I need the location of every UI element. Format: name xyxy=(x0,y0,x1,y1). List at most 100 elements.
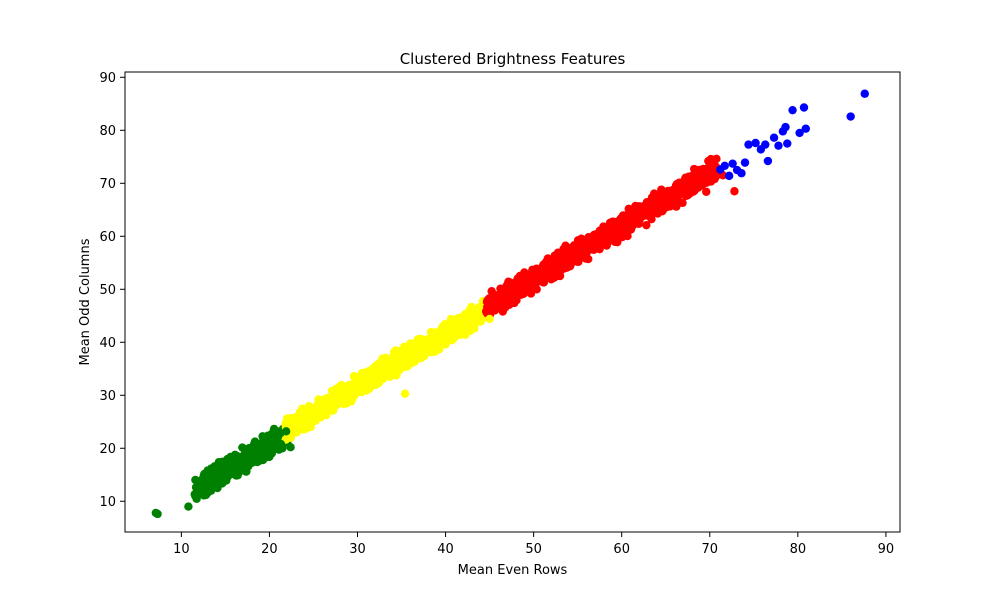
cluster-2-point xyxy=(653,197,662,206)
cluster-3-point xyxy=(795,128,804,138)
cluster-1-point xyxy=(451,322,460,331)
cluster-1-point xyxy=(442,322,452,331)
cluster-1-point xyxy=(306,415,315,424)
cluster-2-point xyxy=(712,154,721,164)
y-tick-label: 10 xyxy=(99,495,116,510)
cluster-3-point xyxy=(788,105,797,115)
cluster-2-point xyxy=(569,241,579,250)
cluster-0-point xyxy=(260,438,270,448)
cluster-0-point xyxy=(194,483,204,493)
cluster-2-point xyxy=(554,262,563,271)
x-tick-label: 90 xyxy=(878,542,895,557)
cluster-1-point xyxy=(299,413,308,422)
cluster-0-point xyxy=(271,431,280,440)
cluster-1-point xyxy=(349,371,359,381)
cluster-2-point xyxy=(605,222,615,231)
cluster-2-point xyxy=(702,187,711,196)
cluster-1-point xyxy=(328,390,338,399)
cluster-2-point xyxy=(487,286,496,296)
cluster-3-point xyxy=(763,156,773,166)
cluster-0-point xyxy=(205,474,214,484)
cluster-0-point xyxy=(281,427,291,436)
cluster-1-point xyxy=(389,349,399,358)
cluster-1-point xyxy=(400,389,410,398)
cluster-2-point xyxy=(646,209,656,218)
cluster-3-point xyxy=(744,140,753,149)
cluster-2-point xyxy=(560,244,569,254)
cluster-1-point xyxy=(436,326,445,335)
cluster-2-point xyxy=(498,307,508,316)
cluster-1-point xyxy=(362,386,371,395)
cluster-1-point xyxy=(474,303,484,312)
cluster-0-point xyxy=(244,462,253,471)
cluster-0-point xyxy=(228,461,237,470)
cluster-2-point xyxy=(556,252,565,261)
points-layer xyxy=(151,89,869,519)
cluster-1-point xyxy=(385,372,395,381)
x-tick-label: 50 xyxy=(525,542,542,557)
cluster-2-point xyxy=(523,277,532,286)
x-tick-label: 40 xyxy=(437,542,454,557)
cluster-1-point xyxy=(381,353,390,363)
x-tick-label: 10 xyxy=(173,542,190,557)
cluster-2-point xyxy=(579,244,588,253)
cluster-3-point xyxy=(720,161,729,170)
cluster-2-point xyxy=(539,278,549,287)
x-tick-label: 70 xyxy=(701,542,718,557)
cluster-2-point xyxy=(511,277,521,287)
cluster-1-point xyxy=(441,340,450,349)
cluster-1-point xyxy=(402,358,411,367)
x-axis: 10 20 30 40 50 60 70 80 90 xyxy=(173,532,894,557)
y-tick-label: 70 xyxy=(99,177,116,192)
cluster-2-point xyxy=(707,175,716,184)
cluster-3-point xyxy=(774,141,783,150)
cluster-1-point xyxy=(440,332,450,341)
cluster-2-point xyxy=(589,238,598,248)
cluster-2-point xyxy=(644,198,653,207)
cluster-0-point xyxy=(206,464,216,473)
cluster-3-point xyxy=(728,159,737,168)
cluster-2-point xyxy=(615,227,625,237)
cluster-0-point xyxy=(215,467,224,476)
cluster-1-point xyxy=(282,414,292,423)
cluster-2-point xyxy=(671,194,680,203)
cluster-2-point xyxy=(584,254,593,264)
cluster-1-point xyxy=(364,373,373,382)
x-tick-label: 30 xyxy=(349,542,366,557)
cluster-2-point xyxy=(665,186,675,196)
cluster-2-point xyxy=(685,178,694,187)
cluster-0-point xyxy=(210,482,220,491)
cluster-3-point xyxy=(740,158,750,167)
cluster-1-point xyxy=(315,397,325,407)
cluster-2-point xyxy=(541,258,551,267)
cluster-2-point xyxy=(704,162,714,172)
cluster-1-point xyxy=(461,315,471,325)
cluster-2-point xyxy=(601,233,610,242)
cluster-0-point xyxy=(266,447,275,457)
cluster-1-point xyxy=(348,394,357,403)
plot-frame xyxy=(124,71,901,533)
cluster-1-point xyxy=(289,417,298,427)
cluster-3-point xyxy=(799,103,809,112)
y-tick-label: 80 xyxy=(99,124,116,139)
cluster-2-point xyxy=(642,220,651,230)
cluster-0-point xyxy=(276,439,286,449)
x-tick-label: 60 xyxy=(613,542,630,557)
cluster-0-point xyxy=(286,443,295,452)
cluster-2-point xyxy=(628,207,637,217)
cluster-1-point xyxy=(429,328,438,337)
cluster-0-point xyxy=(191,491,200,501)
cluster-1-point xyxy=(485,314,494,324)
cluster-1-point xyxy=(447,335,457,345)
cluster-1-point xyxy=(417,334,426,344)
cluster-2-point xyxy=(661,195,670,205)
cluster-0-point xyxy=(184,502,193,511)
cluster-2-point xyxy=(505,278,515,287)
cluster-2-point xyxy=(530,278,539,288)
cluster-2-point xyxy=(672,202,681,211)
cluster-2-point xyxy=(555,271,565,281)
cluster-2-point xyxy=(692,174,702,183)
cluster-2-point xyxy=(613,237,622,247)
cluster-0-point xyxy=(255,454,264,463)
